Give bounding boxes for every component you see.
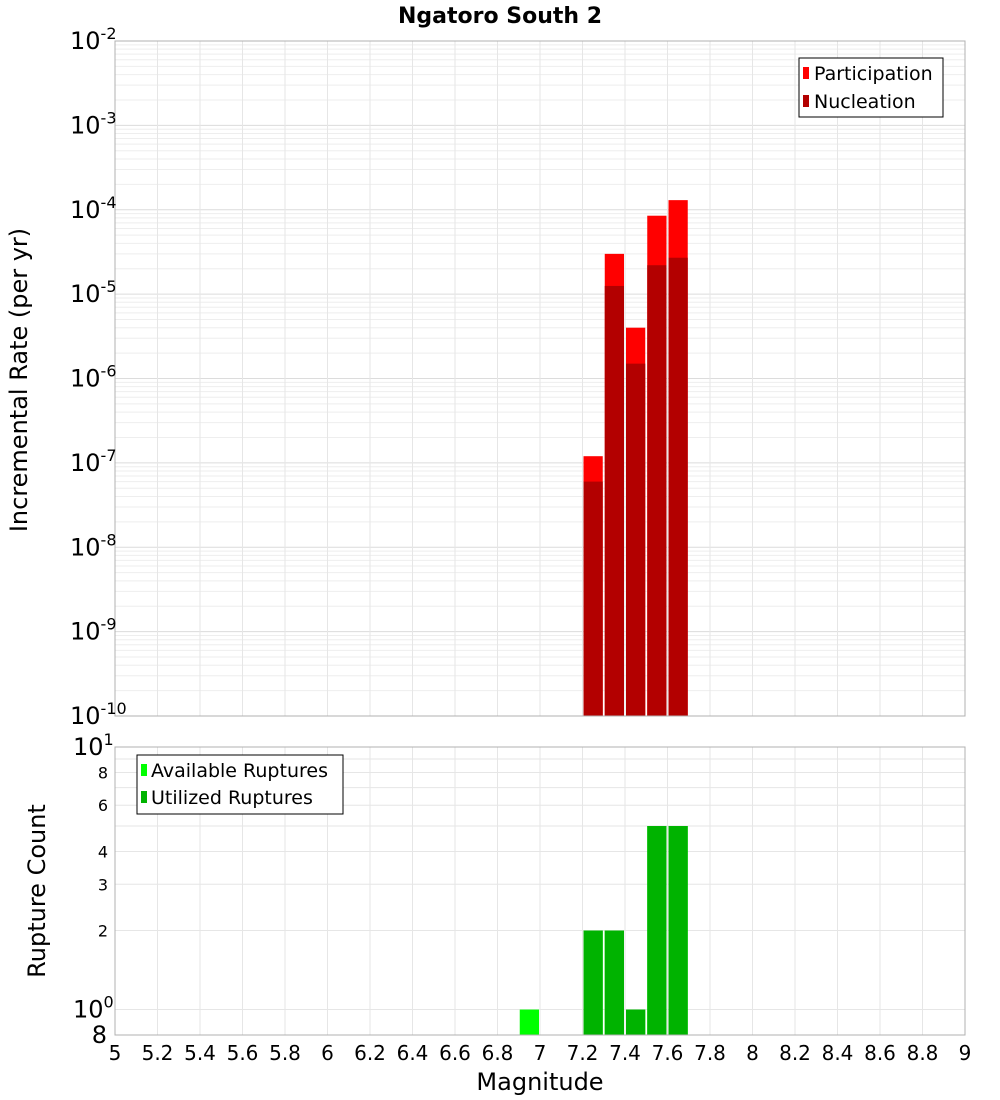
legend-participation-swatch <box>803 67 809 79</box>
x-ticks: 5 5.2 5.4 5.6 5.8 6 6.2 6.4 6.6 6.8 7 7.2 7.4 7.6 7.8 8… <box>109 1041 972 1065</box>
legend-participation-label: Participation <box>814 63 933 85</box>
x-tick-label: 8 <box>746 1041 759 1065</box>
x-tick-label: 5 <box>109 1041 122 1065</box>
x-tick-label: 6.2 <box>354 1041 386 1065</box>
x-tick-label: 6.8 <box>482 1041 514 1065</box>
top-bars <box>583 200 688 717</box>
legend-nucleation-label: Nucleation <box>814 91 916 113</box>
top-y-tick-label: 10-6 <box>70 362 117 393</box>
bottom-y-major-tick-label: 100 <box>73 993 114 1024</box>
bottom-legend-box <box>136 754 344 815</box>
x-tick-label: 8.2 <box>779 1041 811 1065</box>
bottom-y-minor-tick-label: 4 <box>98 842 108 861</box>
legend-available-ruptures-label: Available Ruptures <box>151 760 328 782</box>
x-tick-label: 6.4 <box>397 1041 429 1065</box>
x-tick-label: 8.4 <box>822 1041 854 1065</box>
bottom-y-minor-tick-label: 3 <box>98 875 108 894</box>
x-tick-label: 7.4 <box>609 1041 641 1065</box>
top-y-tick-label: 10-10 <box>70 699 127 730</box>
top-nucleation-bar <box>583 481 603 716</box>
x-tick-label: 5.8 <box>269 1041 301 1065</box>
bottom-utilized-ruptures-bar <box>604 930 624 1035</box>
x-tick-label: 8.8 <box>907 1041 939 1065</box>
top-y-axis-label: Incremental Rate (per yr) <box>5 228 33 532</box>
chart-title: Ngatoro South 2 <box>398 4 602 29</box>
bottom-utilized-ruptures-bar <box>626 1009 646 1035</box>
x-tick-label: 6.6 <box>439 1041 471 1065</box>
bottom-y-major-tick-label: 101 <box>73 730 114 761</box>
bottom-y-min-tick-label: 8 <box>92 1021 107 1049</box>
top-legend: Participation Nucleation <box>798 57 944 118</box>
x-tick-label: 5.6 <box>227 1041 259 1065</box>
top-y-ticks: 10-2 10-3 10-4 10-5 10-6 10-7 10-8 10-9 10-10 <box>70 24 127 730</box>
top-y-tick-label: 10-2 <box>70 24 117 55</box>
top-y-tick-label: 10-5 <box>70 277 117 308</box>
top-legend-box <box>798 57 944 118</box>
top-y-tick-label: 10-7 <box>70 446 117 477</box>
bottom-available-ruptures-bar <box>519 1009 539 1035</box>
top-nucleation-bar <box>668 257 688 716</box>
x-tick-label: 5.4 <box>184 1041 216 1065</box>
x-tick-label: 9 <box>959 1041 972 1065</box>
bottom-y-minor-tick-label: 6 <box>98 796 108 815</box>
legend-utilized-ruptures-label: Utilized Ruptures <box>151 787 313 809</box>
bottom-y-axis-label: Rupture Count <box>23 804 51 978</box>
top-grid <box>114 41 966 717</box>
legend-nucleation-swatch <box>803 95 809 107</box>
bottom-utilized-ruptures-bar <box>583 930 603 1035</box>
top-nucleation-bar <box>604 285 624 716</box>
top-plot-frame <box>114 40 966 717</box>
x-tick-label: 6 <box>321 1041 334 1065</box>
top-y-tick-label: 10-4 <box>70 193 117 224</box>
x-tick-label: 7.2 <box>567 1041 599 1065</box>
legend-utilized-ruptures-swatch <box>141 791 147 803</box>
top-nucleation-bar <box>626 363 646 716</box>
bottom-y-minor-tick-label: 2 <box>98 922 108 941</box>
x-tick-label: 7.6 <box>652 1041 684 1065</box>
bottom-bars <box>519 826 688 1035</box>
top-y-tick-label: 10-9 <box>70 615 117 646</box>
bottom-utilized-ruptures-bar <box>647 826 667 1035</box>
legend-available-ruptures-swatch <box>141 764 147 776</box>
x-tick-label: 7 <box>534 1041 547 1065</box>
bottom-y-minor-tick-label: 8 <box>98 763 108 782</box>
bottom-utilized-ruptures-bar <box>668 826 688 1035</box>
top-y-tick-label: 10-3 <box>70 108 117 139</box>
x-axis-label: Magnitude <box>476 1068 603 1096</box>
top-nucleation-bar <box>647 265 667 716</box>
bottom-plot-frame <box>114 746 966 1036</box>
bottom-legend: Available Ruptures Utilized Ruptures <box>136 754 344 815</box>
x-tick-label: 7.8 <box>694 1041 726 1065</box>
x-tick-label: 8.6 <box>864 1041 896 1065</box>
top-y-tick-label: 10-8 <box>70 530 117 561</box>
x-tick-label: 5.2 <box>142 1041 174 1065</box>
